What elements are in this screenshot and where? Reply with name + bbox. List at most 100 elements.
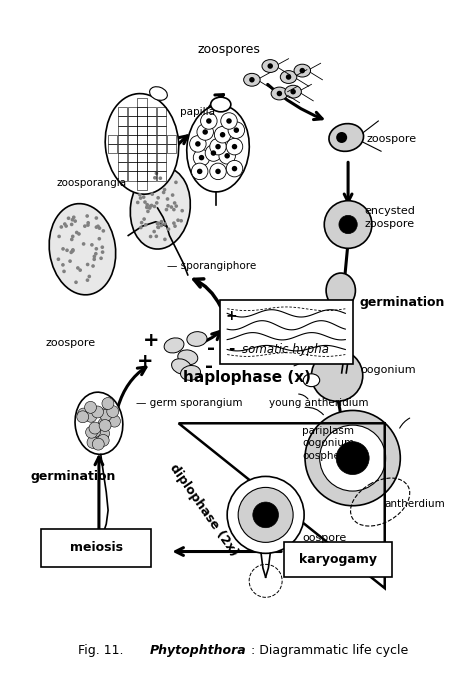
Circle shape — [92, 438, 104, 450]
Text: haplophase (x): haplophase (x) — [183, 370, 311, 385]
Circle shape — [145, 203, 149, 206]
Circle shape — [67, 216, 70, 220]
Bar — [147, 153, 156, 162]
Ellipse shape — [75, 392, 123, 454]
Bar — [128, 116, 137, 125]
Circle shape — [167, 228, 170, 231]
Circle shape — [227, 477, 304, 554]
Bar — [147, 107, 156, 116]
Bar — [167, 134, 176, 144]
Circle shape — [154, 234, 158, 238]
Circle shape — [232, 166, 237, 172]
Circle shape — [176, 218, 180, 222]
Bar — [137, 181, 147, 190]
Text: papilla: papilla — [179, 107, 215, 117]
Circle shape — [77, 411, 89, 423]
Circle shape — [76, 266, 80, 270]
Circle shape — [214, 127, 231, 143]
Bar — [128, 107, 137, 116]
Circle shape — [92, 406, 103, 418]
Circle shape — [70, 237, 73, 241]
Circle shape — [89, 422, 101, 434]
Circle shape — [226, 139, 243, 155]
Ellipse shape — [105, 94, 179, 194]
Text: zoosporangia: zoosporangia — [57, 178, 127, 188]
Circle shape — [221, 113, 237, 130]
Circle shape — [249, 77, 255, 83]
Circle shape — [210, 139, 226, 155]
Circle shape — [179, 219, 183, 223]
Circle shape — [195, 141, 201, 146]
Ellipse shape — [262, 60, 279, 72]
Circle shape — [74, 281, 78, 284]
Bar — [220, 300, 353, 364]
Circle shape — [163, 237, 167, 241]
Bar — [157, 144, 166, 153]
Circle shape — [70, 223, 73, 226]
Circle shape — [65, 248, 69, 252]
Circle shape — [172, 208, 176, 211]
Circle shape — [267, 63, 273, 69]
Text: — sporangiphore: — sporangiphore — [167, 260, 256, 271]
Bar — [167, 144, 176, 153]
Ellipse shape — [130, 167, 190, 249]
Circle shape — [62, 270, 66, 273]
Ellipse shape — [49, 204, 116, 295]
Text: zoospores: zoospores — [198, 43, 260, 56]
Circle shape — [69, 251, 73, 254]
Text: young antheridium: young antheridium — [269, 398, 369, 408]
Circle shape — [138, 193, 142, 197]
Circle shape — [320, 425, 386, 491]
Text: oospore: oospore — [302, 533, 347, 542]
Circle shape — [193, 149, 210, 166]
Circle shape — [336, 132, 347, 143]
Circle shape — [68, 259, 72, 263]
Circle shape — [97, 435, 109, 447]
Bar — [118, 134, 127, 144]
Circle shape — [83, 224, 87, 228]
Ellipse shape — [329, 124, 364, 151]
Circle shape — [173, 224, 177, 228]
Circle shape — [144, 223, 148, 227]
Circle shape — [156, 196, 160, 200]
Ellipse shape — [149, 87, 167, 100]
Ellipse shape — [181, 365, 201, 380]
Circle shape — [101, 251, 104, 254]
Circle shape — [324, 201, 372, 248]
Circle shape — [148, 206, 152, 210]
Text: germination: germination — [360, 296, 445, 309]
Circle shape — [94, 252, 98, 256]
Circle shape — [100, 410, 112, 421]
Circle shape — [224, 153, 230, 159]
Circle shape — [86, 279, 89, 282]
Circle shape — [64, 224, 68, 228]
Text: diplophase (2x): diplophase (2x) — [167, 462, 240, 559]
Circle shape — [169, 205, 173, 209]
Circle shape — [91, 264, 95, 268]
Circle shape — [220, 132, 225, 137]
Circle shape — [140, 220, 144, 225]
Bar — [137, 153, 147, 162]
Text: somatic hypha: somatic hypha — [242, 344, 329, 356]
Circle shape — [145, 206, 149, 209]
Circle shape — [85, 410, 97, 422]
Circle shape — [211, 150, 216, 156]
Ellipse shape — [303, 374, 320, 386]
Circle shape — [173, 201, 177, 205]
Circle shape — [174, 204, 178, 208]
Circle shape — [226, 160, 243, 177]
Circle shape — [228, 122, 245, 139]
Bar — [147, 125, 156, 134]
Text: +: + — [136, 352, 153, 372]
Circle shape — [164, 208, 169, 211]
Circle shape — [109, 415, 120, 427]
Circle shape — [73, 219, 77, 223]
Circle shape — [336, 442, 369, 475]
Circle shape — [146, 209, 150, 214]
Circle shape — [78, 268, 82, 272]
Circle shape — [157, 221, 160, 225]
Bar — [137, 162, 147, 172]
Circle shape — [157, 225, 160, 229]
Circle shape — [95, 247, 98, 251]
Circle shape — [61, 247, 65, 251]
